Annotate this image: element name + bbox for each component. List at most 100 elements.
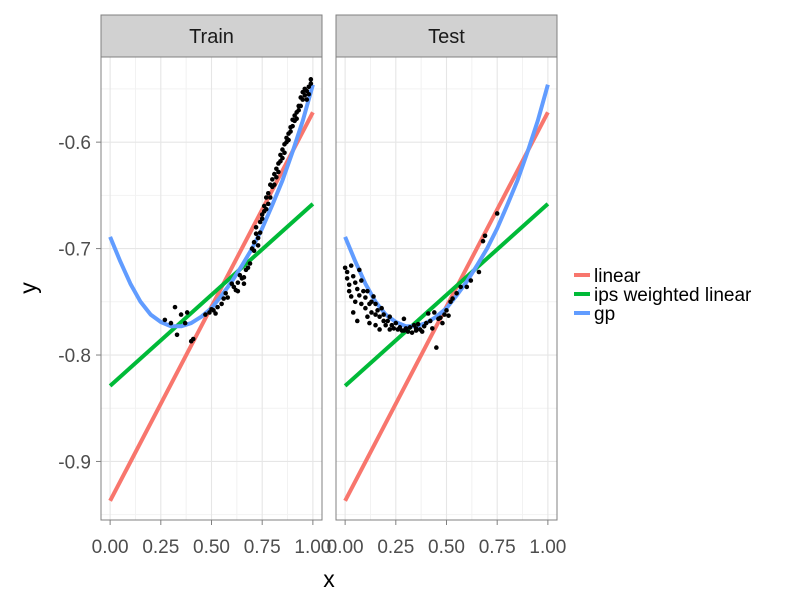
data-point — [359, 301, 364, 307]
data-point — [409, 330, 415, 335]
data-point — [373, 322, 378, 328]
points-train — [162, 77, 314, 344]
data-point — [454, 290, 459, 296]
data-point — [174, 332, 180, 338]
data-point — [357, 267, 362, 273]
data-point — [215, 304, 220, 310]
data-point — [302, 93, 308, 98]
data-point — [407, 325, 413, 330]
data-point — [373, 301, 378, 307]
data-point — [359, 278, 364, 283]
data-point — [405, 329, 411, 334]
data-point — [225, 295, 231, 300]
data-point — [482, 233, 488, 239]
data-point — [379, 305, 384, 311]
data-point — [344, 269, 350, 275]
x-axis-test: 0.00 0.25 0.50 0.75 1.00 — [327, 520, 566, 558]
data-point — [350, 273, 356, 279]
data-point — [213, 311, 218, 316]
data-point — [274, 174, 279, 180]
data-point — [346, 282, 352, 288]
data-point — [270, 177, 275, 182]
data-point — [438, 315, 443, 321]
data-point — [373, 312, 378, 317]
data-point — [430, 326, 435, 331]
data-point — [255, 235, 261, 241]
data-point — [377, 314, 382, 320]
data-point — [276, 169, 281, 175]
data-point — [367, 320, 372, 326]
data-point — [348, 294, 354, 299]
panel-test: Test — [335, 14, 558, 521]
data-point — [288, 129, 293, 134]
x-tick-label: 0.00 — [327, 537, 364, 558]
data-point — [247, 261, 253, 266]
x-tick-label: 0.50 — [193, 537, 230, 558]
series-line-ips-weighted-linear — [108, 202, 315, 388]
strip-train — [100, 14, 323, 58]
legend-label: linear — [594, 266, 641, 287]
data-point — [480, 238, 486, 244]
data-point — [182, 320, 188, 326]
data-point — [363, 295, 368, 300]
data-point — [265, 190, 271, 196]
data-point — [393, 320, 399, 326]
data-point — [401, 328, 407, 333]
data-point — [387, 314, 393, 320]
y-tick-label: -0.6 — [58, 133, 91, 154]
strip-label-test: Test — [428, 26, 465, 48]
data-point — [494, 211, 500, 216]
data-point — [450, 296, 455, 301]
data-point — [263, 195, 269, 200]
data-point — [391, 326, 397, 331]
data-point — [168, 320, 174, 326]
data-point — [385, 318, 391, 324]
data-point — [381, 318, 386, 324]
data-point — [476, 269, 482, 275]
data-point — [363, 305, 368, 311]
data-point — [251, 248, 257, 254]
data-point — [308, 81, 314, 86]
data-point — [263, 206, 269, 212]
y-axis: -0.6 -0.7 -0.8 -0.9 — [58, 133, 101, 473]
data-point — [298, 103, 304, 109]
x-tick-label: 0.25 — [142, 537, 179, 558]
data-point — [300, 97, 306, 102]
data-point — [375, 308, 380, 313]
data-point — [294, 116, 299, 122]
data-point — [162, 317, 168, 323]
data-point — [344, 276, 350, 281]
data-point — [304, 97, 310, 102]
y-axis-title: y — [15, 282, 41, 294]
data-point — [241, 275, 247, 280]
data-point — [245, 265, 251, 271]
data-point — [253, 225, 259, 230]
data-point — [268, 195, 273, 200]
data-point — [282, 150, 287, 156]
data-point — [381, 312, 386, 317]
data-point — [419, 329, 425, 334]
data-point — [442, 312, 447, 317]
x-tick-label: 1.00 — [294, 537, 331, 558]
data-point — [290, 123, 295, 129]
strip-test — [335, 14, 558, 58]
data-point — [235, 288, 241, 294]
data-point — [223, 290, 228, 296]
data-point — [308, 77, 314, 82]
data-point — [346, 288, 352, 294]
data-point — [253, 231, 259, 236]
data-point — [369, 299, 374, 305]
data-point — [427, 318, 433, 324]
data-point — [280, 155, 285, 161]
x-tick-label: 1.00 — [529, 537, 566, 558]
data-point — [350, 310, 356, 315]
x-tick-label: 0.75 — [479, 537, 516, 558]
strip-label-train: Train — [189, 26, 234, 48]
data-point — [468, 278, 474, 283]
y-tick-label: -0.9 — [58, 452, 91, 473]
data-point — [383, 322, 388, 328]
data-point — [221, 296, 226, 301]
data-point — [371, 294, 376, 299]
data-point — [413, 326, 419, 331]
data-point — [440, 320, 445, 326]
